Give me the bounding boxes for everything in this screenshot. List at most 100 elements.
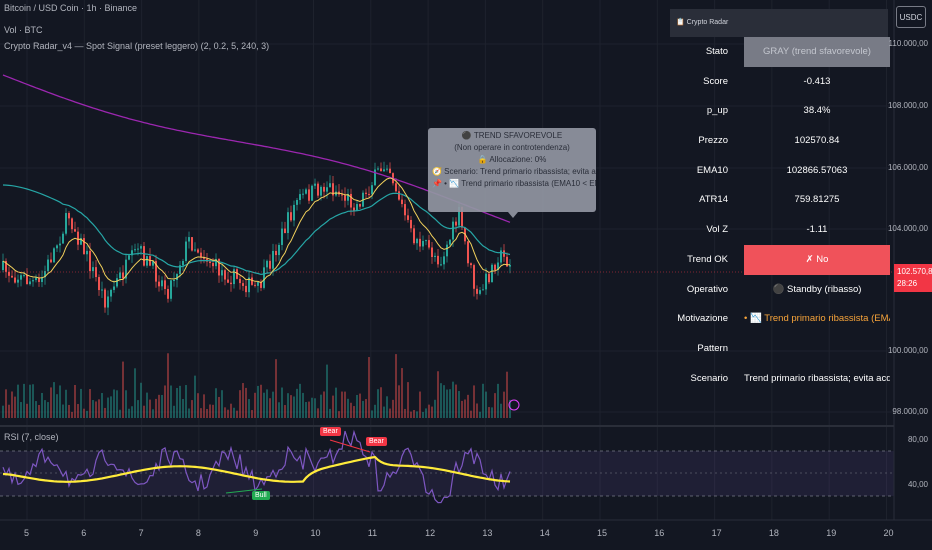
candle-body: [452, 221, 454, 240]
volume-bar: [17, 384, 19, 418]
volume-bar: [281, 387, 283, 418]
volume-bar: [86, 410, 88, 418]
panel-key: Operativo: [686, 283, 728, 295]
time-tick: 13: [482, 528, 493, 538]
volume-bar: [44, 400, 46, 418]
rsi-legend[interactable]: RSI (7, close): [4, 432, 59, 442]
candle-body: [227, 279, 229, 283]
volume-bar: [419, 391, 421, 418]
volume-bar: [506, 371, 508, 418]
volume-bar: [275, 359, 277, 418]
volume-bar: [128, 408, 130, 418]
volume-bar: [245, 387, 247, 418]
volume-bar: [68, 404, 70, 418]
panel-key: Motivazione: [677, 313, 728, 325]
volume-bar: [20, 402, 22, 418]
volume-bar: [122, 361, 124, 418]
volume-bar: [404, 408, 406, 418]
volume-bar: [74, 384, 76, 418]
bull-divergence-line: [225, 488, 263, 494]
volume-bar: [497, 383, 499, 418]
candle-body: [29, 281, 31, 285]
volume-bar: [443, 385, 445, 418]
candle-body: [248, 277, 250, 293]
panel-value: 38.4%: [803, 105, 831, 117]
indicator-legend[interactable]: Crypto Radar_v4 — Spot Signal (preset le…: [4, 41, 270, 51]
price-pane[interactable]: [0, 0, 894, 520]
volume-bar: [197, 393, 199, 418]
volume-bar: [407, 382, 409, 418]
volume-bar: [446, 389, 448, 418]
volume-bar: [53, 382, 55, 418]
volume-bar: [365, 399, 367, 418]
volume-bar: [395, 354, 397, 418]
candle-body: [233, 269, 235, 285]
volume-bar: [368, 357, 370, 418]
volume-bar: [65, 389, 67, 418]
signal-icon[interactable]: [508, 399, 520, 411]
candle-body: [347, 193, 349, 201]
candle-body: [407, 215, 409, 220]
candle-body: [437, 255, 439, 265]
volume-bar: [176, 387, 178, 418]
price-tick: 104.000,00: [887, 224, 928, 233]
candle-body: [110, 289, 112, 297]
candle-body: [203, 257, 205, 259]
time-tick: 11: [367, 528, 378, 538]
candle-body: [62, 233, 64, 244]
candle-body: [449, 239, 451, 245]
candle-body: [251, 277, 253, 285]
candle-body: [344, 195, 346, 201]
candle-body: [47, 259, 49, 272]
bar-countdown: 28:26: [897, 279, 918, 288]
candle-body: [401, 199, 403, 205]
volume-bar: [182, 398, 184, 418]
candle-body: [92, 267, 94, 272]
volume-bar: [305, 401, 307, 418]
candle-body: [131, 250, 133, 256]
candle-body: [236, 269, 238, 279]
signal-tooltip: ⚫ TREND SFAVOREVOLE (Non operare in cont…: [428, 128, 596, 212]
panel-value: 759.81275: [794, 194, 840, 206]
volume-bar: [2, 405, 4, 418]
candle-body: [2, 261, 4, 270]
volume-bar: [287, 393, 289, 418]
candle-body: [494, 264, 496, 270]
candle-body: [263, 267, 265, 288]
volume-bar: [509, 399, 511, 418]
volume-bar: [473, 385, 475, 418]
candle-body: [23, 275, 25, 277]
time-tick: 18: [768, 528, 779, 538]
volume-bar: [125, 390, 127, 418]
candle-body: [101, 289, 103, 291]
panel-row-ema10: EMA10 102866.57063: [666, 156, 890, 186]
candle-body: [461, 206, 463, 228]
candle-body: [506, 256, 508, 267]
time-tick: 10: [310, 528, 321, 538]
bear-divergence-line: [329, 439, 371, 453]
price-tick: 110.000,00: [888, 39, 928, 48]
candle-body: [491, 264, 493, 283]
currency-button[interactable]: USDC: [896, 6, 926, 28]
volume-bar: [83, 408, 85, 418]
candle-body: [230, 282, 232, 285]
volume-bar: [335, 387, 337, 418]
symbol-legend[interactable]: Bitcoin / USD Coin · 1h · Binance: [4, 3, 138, 13]
volume-bar: [257, 385, 259, 418]
candle-body: [455, 221, 457, 226]
ema-mid-line: [2, 184, 511, 276]
volume-bar: [152, 409, 154, 418]
volume-bar: [356, 394, 358, 418]
rsi-pane[interactable]: [0, 429, 894, 504]
volume-bar: [470, 410, 472, 418]
candle-body: [89, 250, 91, 272]
volume-bar: [104, 407, 106, 418]
volume-bar: [353, 406, 355, 418]
candle-body: [380, 168, 382, 172]
volume-legend[interactable]: Vol · BTC: [4, 25, 43, 35]
volume-bar: [143, 405, 145, 418]
volume-bar: [341, 391, 343, 418]
volume-bar: [410, 411, 412, 418]
volume-bar: [251, 410, 253, 418]
